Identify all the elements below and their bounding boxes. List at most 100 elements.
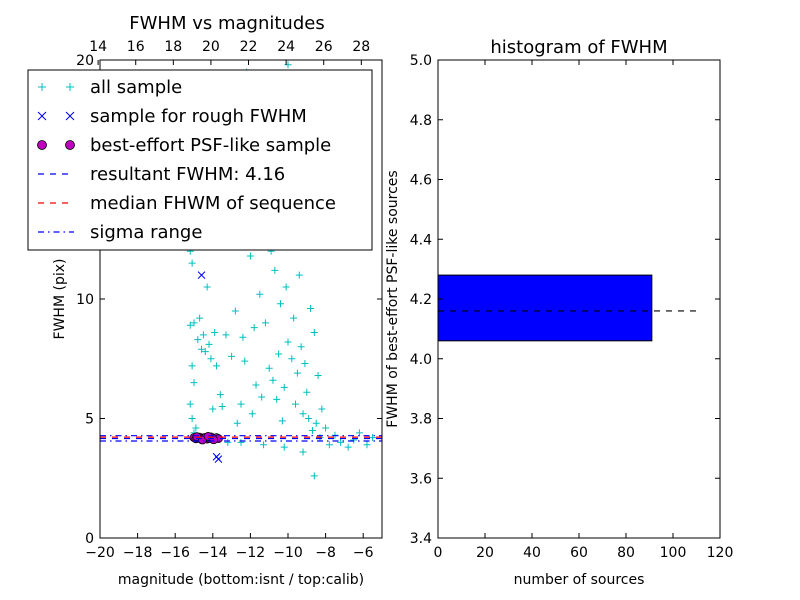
point-all-sample bbox=[299, 448, 307, 456]
x-tick-label: 20 bbox=[476, 545, 494, 561]
y-tick-label: 5.0 bbox=[410, 53, 432, 69]
point-all-sample bbox=[282, 283, 290, 291]
point-all-sample bbox=[273, 395, 281, 403]
point-all-sample bbox=[344, 443, 352, 451]
point-all-sample bbox=[284, 338, 292, 346]
point-all-sample bbox=[322, 424, 330, 432]
point-all-sample bbox=[299, 410, 307, 418]
legend-label: sigma range bbox=[90, 222, 202, 243]
histogram-title: histogram of FWHM bbox=[490, 37, 667, 58]
histogram-xlabel: number of sources bbox=[514, 572, 645, 588]
scatter-panel: FWHM vs magnitudes −20 −18 −16 −14 −12 −10 −8 −… bbox=[27, 13, 383, 588]
point-all-sample bbox=[288, 355, 296, 363]
point-all-sample bbox=[216, 391, 224, 399]
point-all-sample bbox=[239, 333, 247, 341]
point-all-sample bbox=[250, 324, 258, 332]
point-all-sample bbox=[228, 352, 236, 360]
y-tick-label: 10 bbox=[76, 292, 94, 308]
point-all-sample bbox=[194, 336, 202, 344]
histogram-panel: histogram of FWHM 0 20 40 60 80 100 120 3.4 3.6 3… bbox=[385, 37, 733, 588]
point-all-sample bbox=[222, 331, 230, 339]
point-all-sample bbox=[198, 345, 206, 353]
point-all-sample bbox=[201, 348, 209, 356]
x-tick-label: 100 bbox=[660, 545, 687, 561]
x-tick-label: −14 bbox=[198, 545, 228, 561]
legend-marker bbox=[65, 140, 75, 150]
point-all-sample bbox=[203, 283, 211, 291]
point-all-sample bbox=[369, 434, 377, 442]
scatter-ylabel: FWHM (pix) bbox=[52, 259, 68, 340]
point-all-sample bbox=[307, 305, 315, 313]
point-all-sample bbox=[237, 400, 245, 408]
point-all-sample bbox=[295, 271, 303, 279]
x-tick-label: 60 bbox=[570, 545, 588, 561]
point-all-sample bbox=[337, 438, 345, 446]
y-tick-label: 0 bbox=[85, 531, 94, 547]
point-all-sample bbox=[188, 415, 196, 422]
scatter-legend: all sample sample for rough FWHM best-effo… bbox=[27, 69, 373, 251]
point-all-sample bbox=[224, 438, 232, 446]
x-tick-label: −10 bbox=[273, 545, 303, 561]
y-tick-label: 4.6 bbox=[410, 173, 432, 189]
y-tick-label: 3.4 bbox=[410, 531, 432, 547]
x-tick-label: −6 bbox=[353, 545, 374, 561]
top-x-tick-label: 14 bbox=[89, 39, 107, 55]
point-all-sample bbox=[293, 369, 301, 377]
x-tick-label: −16 bbox=[160, 545, 190, 561]
point-all-sample bbox=[314, 371, 322, 379]
y-tick-label: 3.6 bbox=[410, 471, 432, 487]
point-all-sample bbox=[186, 400, 194, 408]
top-x-tick-label: 26 bbox=[315, 39, 333, 55]
point-all-sample bbox=[248, 410, 256, 418]
x-tick-label: 120 bbox=[707, 545, 734, 561]
x-tick-label: 40 bbox=[523, 545, 541, 561]
point-all-sample bbox=[297, 343, 305, 351]
y-tick-label: 4.4 bbox=[410, 232, 432, 248]
point-all-sample bbox=[192, 424, 200, 432]
point-all-sample bbox=[190, 319, 198, 327]
point-all-sample bbox=[199, 331, 207, 339]
legend-marker bbox=[38, 83, 46, 91]
point-all-sample bbox=[310, 472, 318, 480]
top-x-tick-label: 24 bbox=[277, 39, 295, 55]
point-all-sample bbox=[209, 405, 217, 413]
x-tick-label: 0 bbox=[434, 545, 443, 561]
point-all-sample bbox=[218, 403, 226, 411]
point-all-sample bbox=[205, 340, 213, 348]
point-all-sample bbox=[303, 388, 311, 396]
legend-label: sample for rough FWHM bbox=[90, 106, 307, 127]
scatter-title: FWHM vs magnitudes bbox=[129, 13, 324, 34]
y-tick-label: 4.2 bbox=[410, 292, 432, 308]
legend-label: resultant FWHM: 4.16 bbox=[90, 164, 285, 185]
point-all-sample bbox=[231, 307, 239, 315]
legend-marker bbox=[66, 83, 74, 91]
point-all-sample bbox=[271, 266, 279, 274]
point-all-sample bbox=[278, 417, 286, 425]
legend-label: best-effort PSF-like sample bbox=[90, 135, 331, 156]
top-x-tick-label: 28 bbox=[352, 39, 370, 55]
legend-marker bbox=[37, 140, 47, 150]
y-tick-label: 3.8 bbox=[410, 412, 432, 428]
point-rough-sample bbox=[212, 452, 221, 461]
point-all-sample bbox=[237, 438, 245, 446]
point-all-sample bbox=[211, 328, 219, 336]
top-x-tick-label: 18 bbox=[164, 39, 182, 55]
point-all-sample bbox=[258, 393, 266, 401]
point-all-sample bbox=[280, 443, 288, 451]
point-all-sample bbox=[256, 290, 264, 298]
legend-marker bbox=[65, 111, 75, 121]
x-tick-label: −8 bbox=[315, 545, 336, 561]
point-all-sample bbox=[310, 328, 318, 336]
point-all-sample bbox=[252, 381, 260, 389]
point-all-sample bbox=[188, 259, 196, 267]
point-all-sample bbox=[269, 376, 277, 384]
point-all-sample bbox=[190, 379, 198, 387]
legend-label: median FHWM of sequence bbox=[90, 193, 336, 214]
histogram-ticks: 0 20 40 60 80 100 120 3.4 3.6 3.8 4.0 4.2 4.4 4.6 4.8 5… bbox=[410, 53, 734, 561]
x-tick-label: −18 bbox=[123, 545, 153, 561]
point-all-sample bbox=[363, 441, 371, 449]
point-all-sample bbox=[275, 350, 283, 358]
point-all-sample bbox=[325, 441, 333, 449]
y-tick-label: 4.8 bbox=[410, 113, 432, 129]
